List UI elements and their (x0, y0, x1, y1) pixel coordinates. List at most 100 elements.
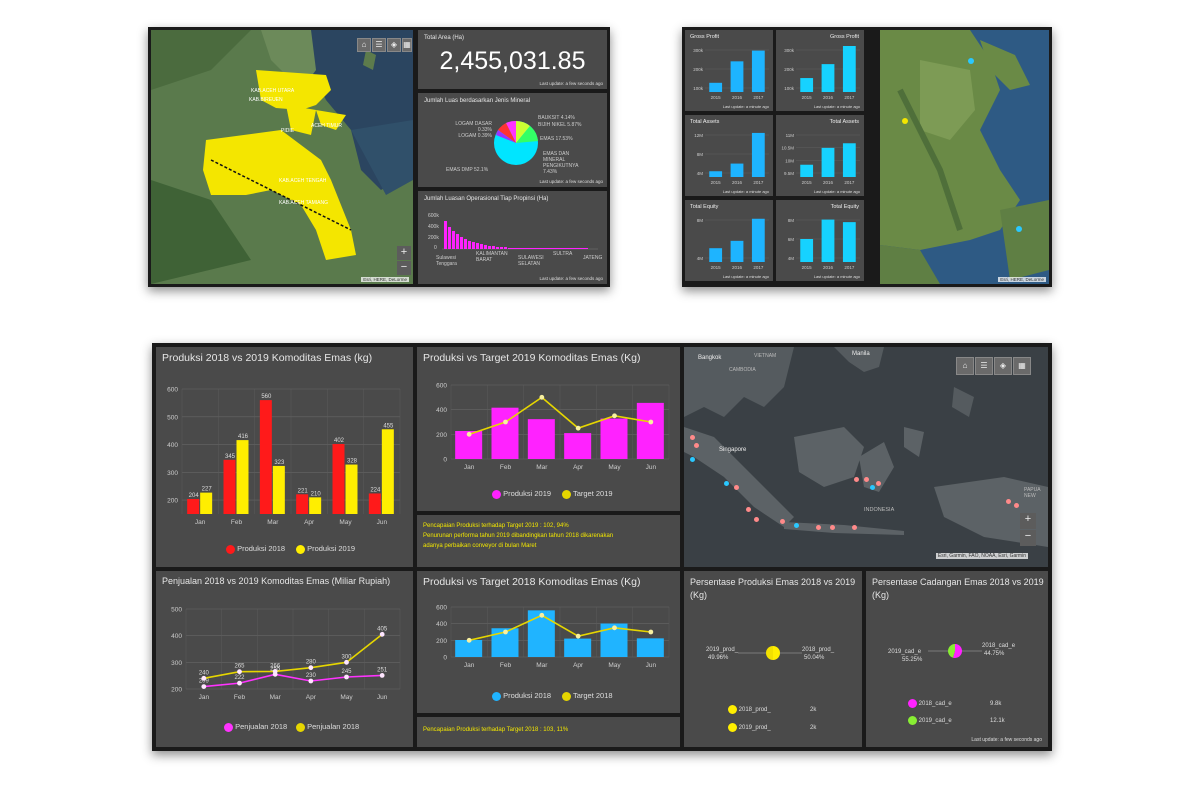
line-point (308, 665, 314, 671)
home-button[interactable]: ⌂ (357, 38, 371, 52)
data-label: 402 (334, 438, 345, 444)
map-label: Singapore (719, 447, 747, 453)
line-point (466, 431, 472, 437)
mine-site-marker[interactable] (864, 477, 869, 482)
satellite-map-panel[interactable]: Esri, HERE, DeLorme (880, 30, 1049, 284)
line-point (308, 678, 314, 684)
map-point[interactable] (902, 118, 908, 124)
x-tick-label: 2015 (802, 180, 813, 185)
legend-label: Produksi 2019 (307, 544, 356, 553)
line-point (648, 629, 654, 635)
y-tick-label: 8M (697, 152, 704, 157)
legend-label: 2018_cad_e (918, 701, 952, 708)
bar (309, 497, 322, 514)
mine-site-marker[interactable] (694, 443, 699, 448)
mine-site-marker[interactable] (690, 435, 695, 440)
legend-button[interactable]: ☰ (975, 357, 993, 375)
zoom-in-button[interactable]: + (397, 246, 411, 260)
x-tick-label: Feb (231, 519, 243, 526)
dashboard-mining-area: KAB.ACEH UTARA KAB.BIREUEN PIDIE ACEH TI… (148, 27, 610, 287)
y-tick-label: 300k (784, 48, 795, 53)
line-point (379, 631, 385, 637)
x-tick-label: 2016 (823, 265, 834, 270)
map-point[interactable] (968, 58, 974, 64)
basemap-button[interactable]: ▦ (402, 38, 412, 52)
mine-site-marker[interactable] (876, 481, 881, 486)
line-point (201, 684, 207, 689)
zoom-out-button[interactable]: − (397, 261, 411, 275)
y-tick-label: 100k (784, 86, 795, 91)
mine-site-marker[interactable] (1006, 499, 1011, 504)
zoom-out-button[interactable]: − (1020, 530, 1036, 546)
satellite-map (880, 30, 1049, 284)
panel-title: Jumlah Luas berdasarkan Jenis Mineral (424, 98, 531, 104)
mine-site-marker[interactable] (1014, 503, 1019, 508)
panel-title: Gross Profit (690, 34, 720, 40)
mine-site-marker[interactable] (870, 485, 875, 490)
legend-item: Penjualan 2018 (296, 722, 359, 732)
legend-swatch (296, 544, 305, 554)
bar (223, 459, 236, 514)
y-tick-label: 6M (788, 237, 795, 242)
pie-label: 2019_cad_e (888, 649, 922, 655)
legend-label: 2019_cad_e (918, 718, 952, 725)
mine-site-marker[interactable] (852, 525, 857, 530)
mine-site-marker[interactable] (854, 477, 859, 482)
last-update: Last update: a few seconds ago (971, 737, 1042, 743)
mine-site-marker[interactable] (724, 481, 729, 486)
data-label: 227 (202, 487, 213, 493)
financial-bar-chart: 8M 6M 4M 2015 2016 2017 (788, 218, 860, 270)
map-attribution: Esri, Garmin, FAO, NOAA, Esri, Garmin (935, 553, 1028, 559)
legend-button[interactable]: ☰ (372, 38, 386, 52)
legend-label: Target 2019 (572, 489, 613, 498)
concession-area (286, 105, 316, 135)
x-tick-label: May (340, 694, 353, 701)
mine-site-marker[interactable] (734, 485, 739, 490)
pie-label: 2018_cad_e (982, 643, 1016, 649)
x-tick-label: Apr (573, 464, 584, 471)
map-point[interactable] (1016, 226, 1022, 232)
basemap-button[interactable]: ▦ (1013, 357, 1031, 375)
layers-button[interactable]: ◈ (387, 38, 401, 52)
x-tick-label: 2017 (844, 95, 855, 100)
bar (527, 419, 555, 459)
layers-button[interactable]: ◈ (994, 357, 1012, 375)
legend-swatch (728, 723, 737, 732)
x-label: Sulawesi Tenggara (436, 255, 457, 267)
mine-site-marker[interactable] (780, 519, 785, 524)
line-point (237, 669, 242, 675)
dashboard-financials: Gross Profit 300k 200k 100k 2015 2016 2017 Last… (682, 27, 1052, 287)
y-tick-label: 400 (171, 633, 182, 640)
mine-site-marker[interactable] (816, 525, 821, 530)
mine-site-marker[interactable] (690, 457, 695, 462)
x-tick-label: Feb (234, 694, 246, 701)
y-tick: 200k (428, 235, 439, 241)
mine-site-marker[interactable] (794, 523, 799, 528)
pie-label: LOGAM 0.39% (458, 133, 492, 139)
zoom-in-button[interactable]: + (1020, 513, 1036, 529)
legend-label: Produksi 2018 (237, 544, 286, 553)
map-label: PIDIE (281, 128, 295, 134)
y-tick-label: 300 (167, 470, 178, 477)
pie-pct: 50.04% (804, 655, 825, 661)
x-tick-label: 2017 (753, 180, 764, 185)
line-point (503, 629, 508, 635)
legend-item: Produksi 2019 (296, 544, 355, 554)
legend-value: 12.1k (990, 718, 1005, 724)
bar (636, 638, 664, 657)
x-tick-label: Feb (500, 464, 512, 471)
bar (709, 248, 723, 262)
note-line: Penurunan performa tahun 2019 dibandingk… (423, 533, 614, 539)
line-point (379, 673, 385, 678)
home-button[interactable]: ⌂ (956, 357, 974, 375)
mine-site-marker[interactable] (830, 525, 835, 530)
mining-map[interactable]: KAB.ACEH UTARA KAB.BIREUEN PIDIE ACEH TI… (151, 30, 413, 284)
mine-site-marker[interactable] (754, 517, 759, 522)
mine-site-marker[interactable] (746, 507, 751, 512)
indonesia-map[interactable]: Bangkok VIETNAM Manila CAMBODIA Singapor… (684, 347, 1048, 567)
bar (730, 61, 744, 92)
bar (730, 163, 744, 177)
data-label: 230 (306, 673, 317, 679)
pie-label: LOGAM DASAR 0.33% (455, 121, 492, 133)
line-point (503, 419, 508, 425)
